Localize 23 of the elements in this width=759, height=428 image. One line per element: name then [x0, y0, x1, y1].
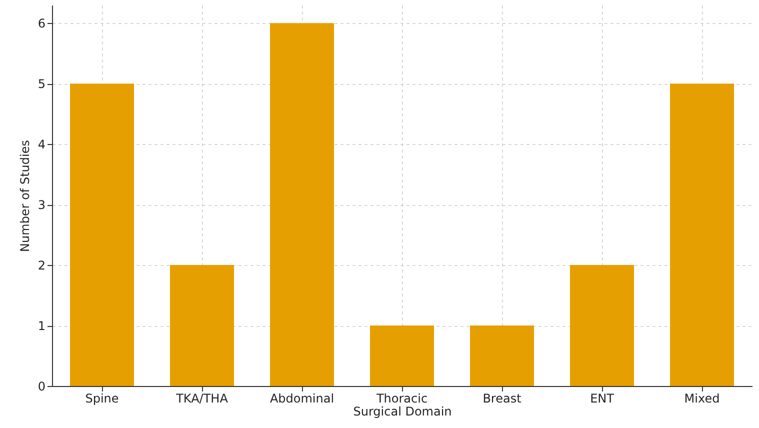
y-axis-title: Number of Studies — [18, 140, 32, 252]
y-tick-label: 0 — [38, 380, 46, 394]
y-tick-label: 5 — [38, 77, 46, 92]
x-tick-label: ENT — [590, 392, 615, 406]
bar — [470, 326, 534, 386]
x-tick-label: Spine — [85, 392, 119, 406]
x-tick-label: Abdominal — [270, 392, 334, 406]
bar — [370, 326, 434, 386]
bar — [170, 265, 234, 386]
y-tick-label: 6 — [38, 16, 46, 31]
x-tick-label: TKA/THA — [175, 392, 229, 406]
y-tick-label: 4 — [38, 138, 46, 152]
x-tick-label: Breast — [482, 392, 522, 406]
x-axis-title: Surgical Domain — [353, 404, 452, 418]
bar — [570, 265, 634, 386]
y-tick-label: 2 — [38, 258, 46, 273]
bar — [270, 23, 334, 386]
x-tick-label: Mixed — [684, 392, 720, 406]
y-tick-label: 1 — [38, 319, 46, 334]
bar — [70, 84, 134, 386]
bar — [670, 84, 734, 386]
x-tick-label: Thoracic — [375, 392, 428, 406]
y-tick-label: 3 — [38, 198, 46, 212]
